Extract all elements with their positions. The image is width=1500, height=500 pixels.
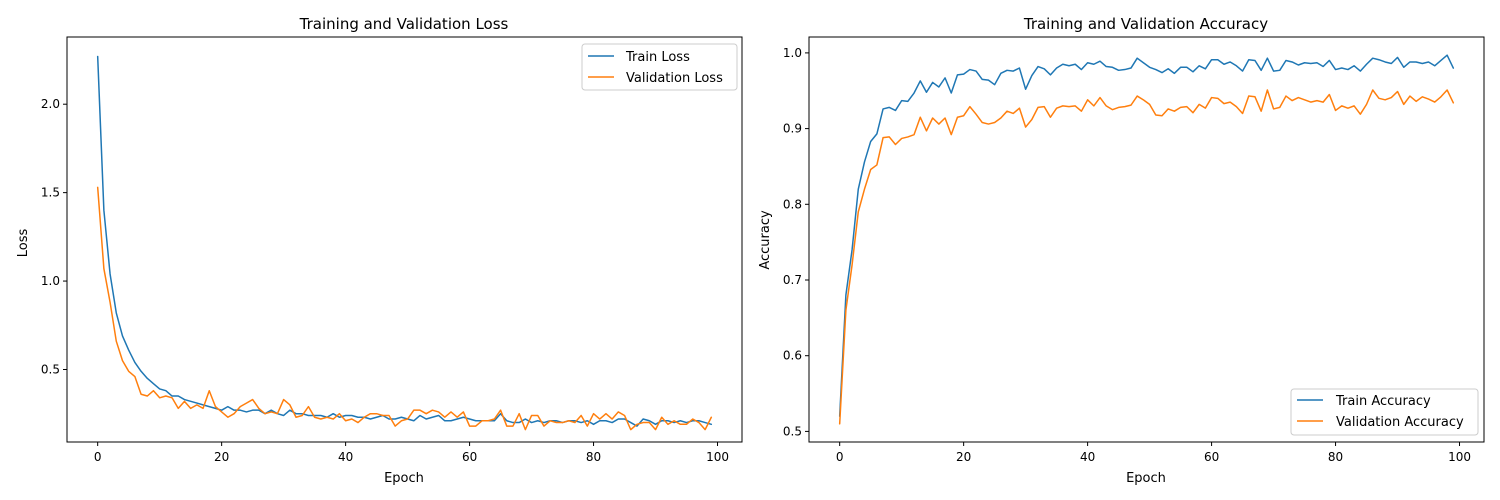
accuracy-legend-label-train: Train Accuracy: [1335, 394, 1431, 409]
accuracy-series-line-train: [838, 54, 1455, 418]
loss-legend-label-validation: Validation Loss: [626, 71, 723, 86]
accuracy-plot-area: 0 20 40 60 80 100 0.5 0.6 0.7 0.8 0.9 1.0: [783, 36, 1485, 464]
accuracy-axes-frame: [808, 36, 1485, 443]
accuracy-legend-label-validation: Validation Accuracy: [1336, 415, 1464, 430]
loss-axes-frame: [66, 36, 743, 443]
accuracy-x-tick-label: 20: [956, 450, 971, 464]
loss-plot-area: 0 20 40 60 80 100 0.5 1.0 1.5 2.0: [41, 36, 743, 464]
loss-y-tick-label: 2.0: [41, 97, 60, 111]
accuracy-legend-frame: [1290, 388, 1479, 436]
loss-y-tick-label: 0.5: [41, 362, 60, 376]
accuracy-x-axis-label: Epoch: [1126, 471, 1166, 486]
accuracy-y-tick-label: 0.5: [783, 424, 802, 438]
loss-x-tick-label: 0: [94, 450, 102, 464]
accuracy-series-line-validation: [838, 89, 1455, 425]
accuracy-y-tick-label: 0.8: [783, 197, 802, 211]
accuracy-chart: Training and Validation Accuracy Epoch A…: [758, 15, 1485, 486]
accuracy-x-tick-label: 60: [1204, 450, 1219, 464]
loss-x-tick-label: 40: [338, 450, 353, 464]
loss-x-tick-label: 60: [462, 450, 477, 464]
loss-x-tick-label: 100: [706, 450, 729, 464]
accuracy-y-tick-label: 0.9: [783, 122, 802, 136]
accuracy-y-tick-label: 0.6: [783, 349, 802, 363]
loss-legend-frame: [581, 43, 738, 91]
loss-legend-label-train: Train Loss: [625, 50, 690, 65]
accuracy-legend: Train Accuracy Validation Accuracy: [1290, 388, 1479, 436]
loss-series-line-validation: [96, 186, 713, 431]
loss-y-tick-label: 1.0: [41, 274, 60, 288]
loss-x-tick-label: 80: [586, 450, 601, 464]
loss-x-tick-label: 20: [214, 450, 229, 464]
loss-series-line-train: [96, 55, 713, 427]
accuracy-x-tick-label: 80: [1328, 450, 1343, 464]
loss-legend: Train Loss Validation Loss: [581, 43, 738, 91]
loss-y-tick-label: 1.5: [41, 186, 60, 200]
accuracy-y-axis-label: Accuracy: [758, 210, 773, 270]
accuracy-x-tick-label: 40: [1080, 450, 1095, 464]
accuracy-y-tick-label: 0.7: [783, 273, 802, 287]
loss-x-axis-label: Epoch: [384, 471, 424, 486]
loss-y-axis-label: Loss: [16, 229, 31, 258]
accuracy-x-tick-label: 100: [1448, 450, 1471, 464]
accuracy-x-tick-label: 0: [836, 450, 844, 464]
loss-chart: Training and Validation Loss Epoch Loss …: [16, 15, 743, 486]
accuracy-y-tick-label: 1.0: [783, 46, 802, 60]
loss-chart-title: Training and Validation Loss: [299, 15, 509, 33]
accuracy-chart-title: Training and Validation Accuracy: [1023, 15, 1268, 33]
